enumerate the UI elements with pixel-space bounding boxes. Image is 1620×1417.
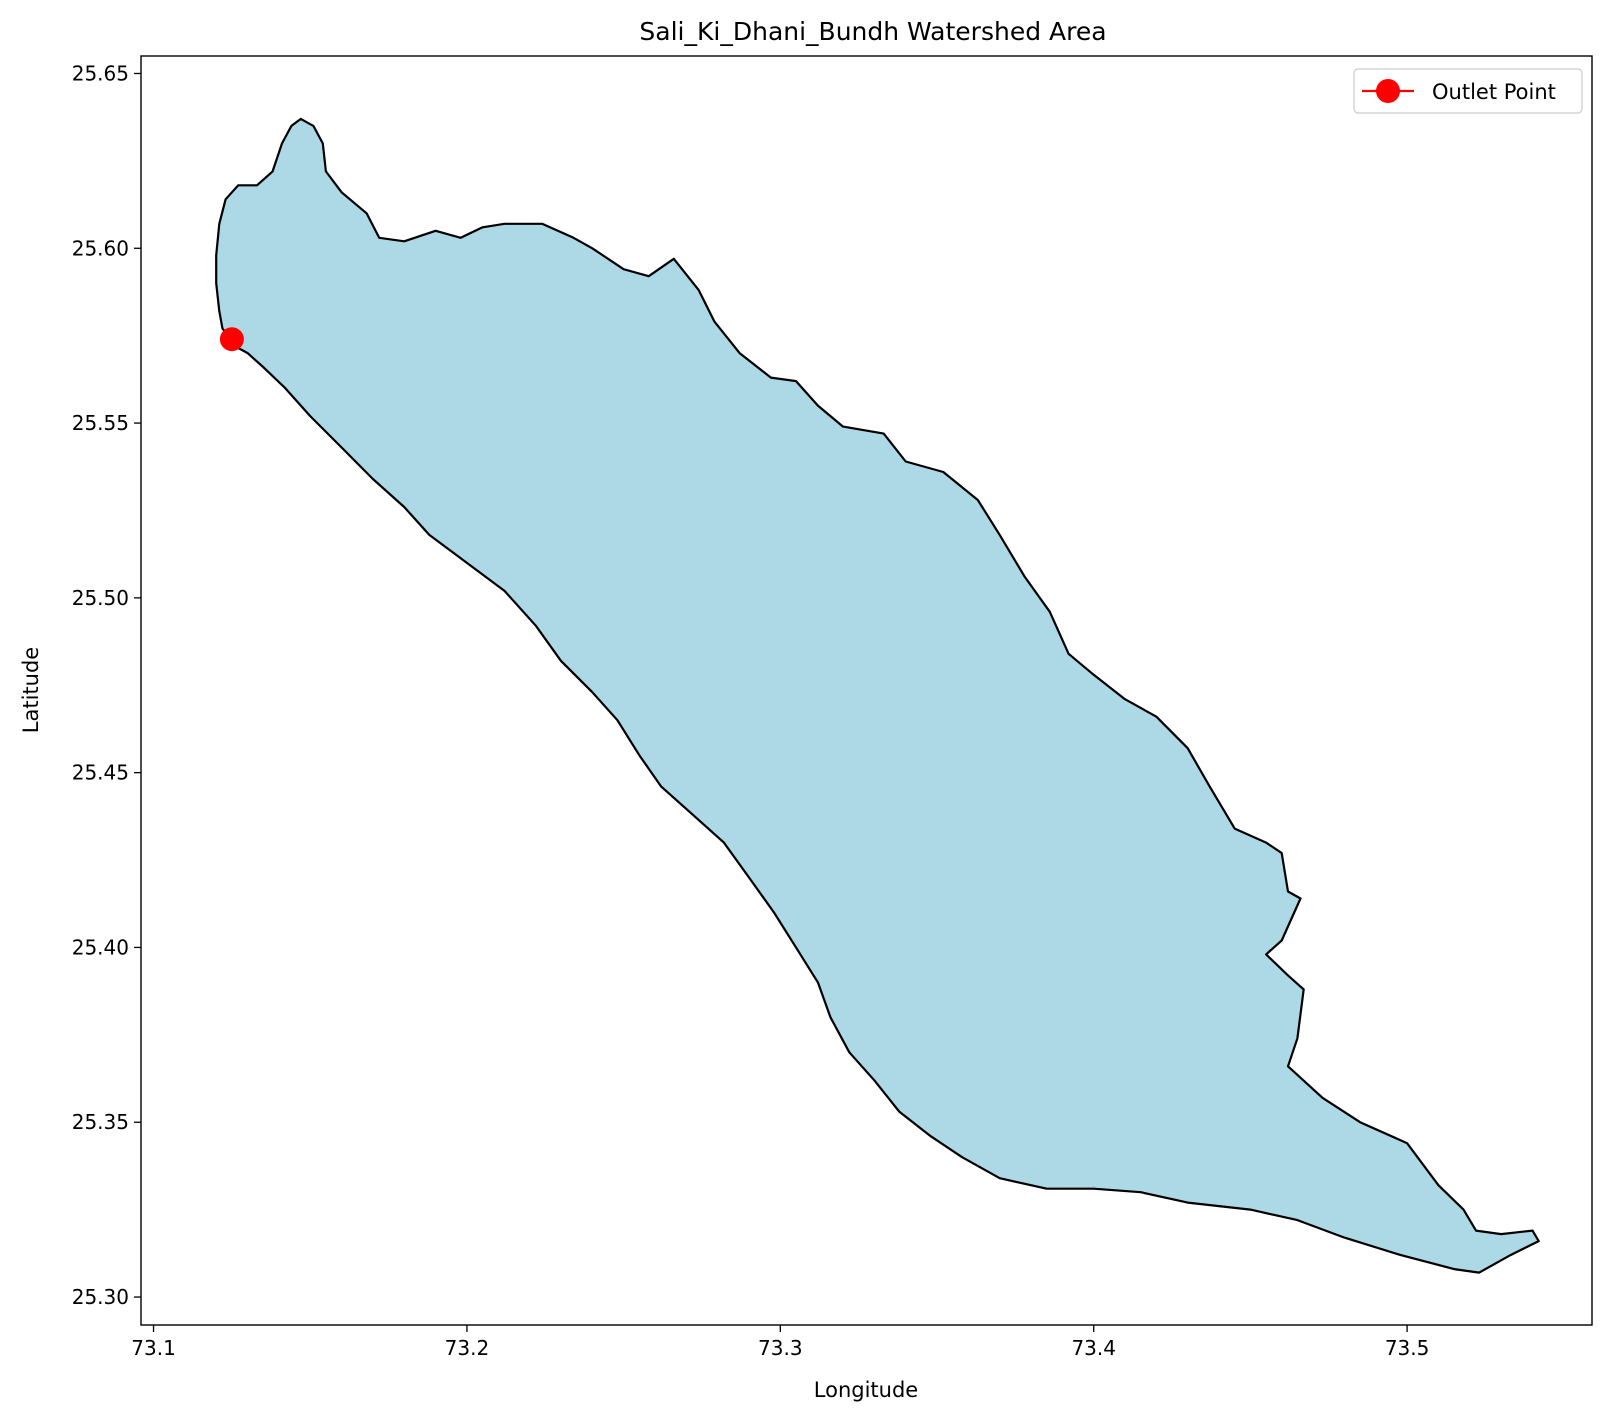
x-tick-label: 73.3 — [758, 1336, 803, 1360]
chart-title: Sali_Ki_Dhani_Bundh Watershed Area — [639, 17, 1106, 46]
legend-label-outlet-point: Outlet Point — [1432, 80, 1556, 104]
x-axis-title: Longitude — [814, 1378, 918, 1402]
legend-marker — [1376, 79, 1400, 103]
y-axis-title: Latitude — [19, 647, 43, 733]
legend: Outlet Point — [1353, 68, 1583, 114]
y-tick-label: 25.65 — [72, 61, 129, 85]
y-tick-label: 25.55 — [72, 411, 129, 435]
plot-area — [215, 117, 1540, 1274]
x-tick-label: 73.5 — [1385, 1336, 1430, 1360]
y-tick-label: 25.50 — [72, 586, 129, 610]
y-tick-label: 25.40 — [72, 935, 129, 959]
x-axis: 73.1 73.2 73.3 73.4 73.5 — [131, 1325, 1429, 1360]
y-tick-label: 25.30 — [72, 1285, 129, 1309]
y-tick-label: 25.45 — [72, 761, 129, 785]
y-tick-label: 25.60 — [72, 236, 129, 260]
plot-frame — [140, 55, 1593, 1326]
outlet-points-layer — [219, 327, 244, 352]
y-axis: 25.30 25.35 25.40 25.45 25.50 25.55 25.60 25.65 — [72, 61, 141, 1309]
legend-box — [1353, 68, 1583, 114]
x-tick-label: 73.2 — [445, 1336, 490, 1360]
y-tick-label: 25.35 — [72, 1110, 129, 1134]
outlet-point-marker — [219, 327, 244, 352]
x-tick-label: 73.4 — [1071, 1336, 1116, 1360]
watershed-polygon — [215, 117, 1540, 1274]
x-tick-label: 73.1 — [131, 1336, 176, 1360]
